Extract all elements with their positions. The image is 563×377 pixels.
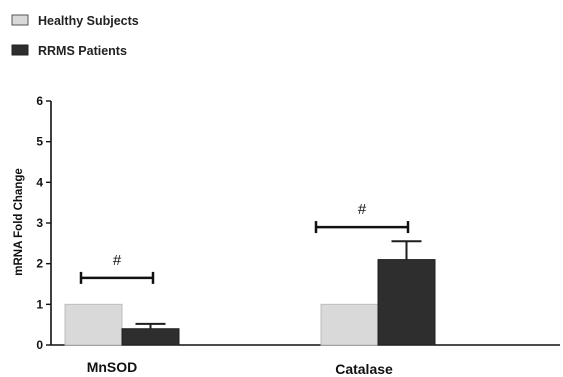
legend-swatch-rrms <box>11 44 29 56</box>
legend-swatch-healthy <box>11 14 29 26</box>
significance-mark-catalase: # <box>358 201 367 218</box>
y-tick-label-2: 2 <box>36 257 43 271</box>
category-label-mnsod: MnSOD <box>87 359 138 375</box>
legend: Healthy Subjects RRMS Patients <box>11 14 139 58</box>
y-tick-label-3: 3 <box>36 216 43 230</box>
y-tick-label-6: 6 <box>36 94 43 108</box>
y-tick-label-1: 1 <box>36 297 43 311</box>
annotations: ## <box>79 201 410 284</box>
significance-mark-mnsod: # <box>113 252 122 269</box>
bars <box>64 259 436 346</box>
error-bars <box>135 240 422 329</box>
bar-catalase-rrms <box>377 259 436 346</box>
y-tick-label-4: 4 <box>36 175 43 189</box>
y-tick-label-0: 0 <box>36 338 43 352</box>
bar-mnsod-rrms <box>121 328 180 346</box>
y-axis-label: mRNA Fold Change <box>13 168 25 276</box>
bar-catalase-healthy <box>320 303 379 346</box>
y-ticks: 0 1 2 3 4 5 6 <box>36 94 51 352</box>
legend-label-healthy: Healthy Subjects <box>38 14 139 28</box>
bar-mnsod-healthy <box>64 303 123 346</box>
y-tick-label-5: 5 <box>36 135 43 149</box>
legend-label-rrms: RRMS Patients <box>38 44 127 58</box>
category-label-catalase: Catalase <box>335 361 393 377</box>
